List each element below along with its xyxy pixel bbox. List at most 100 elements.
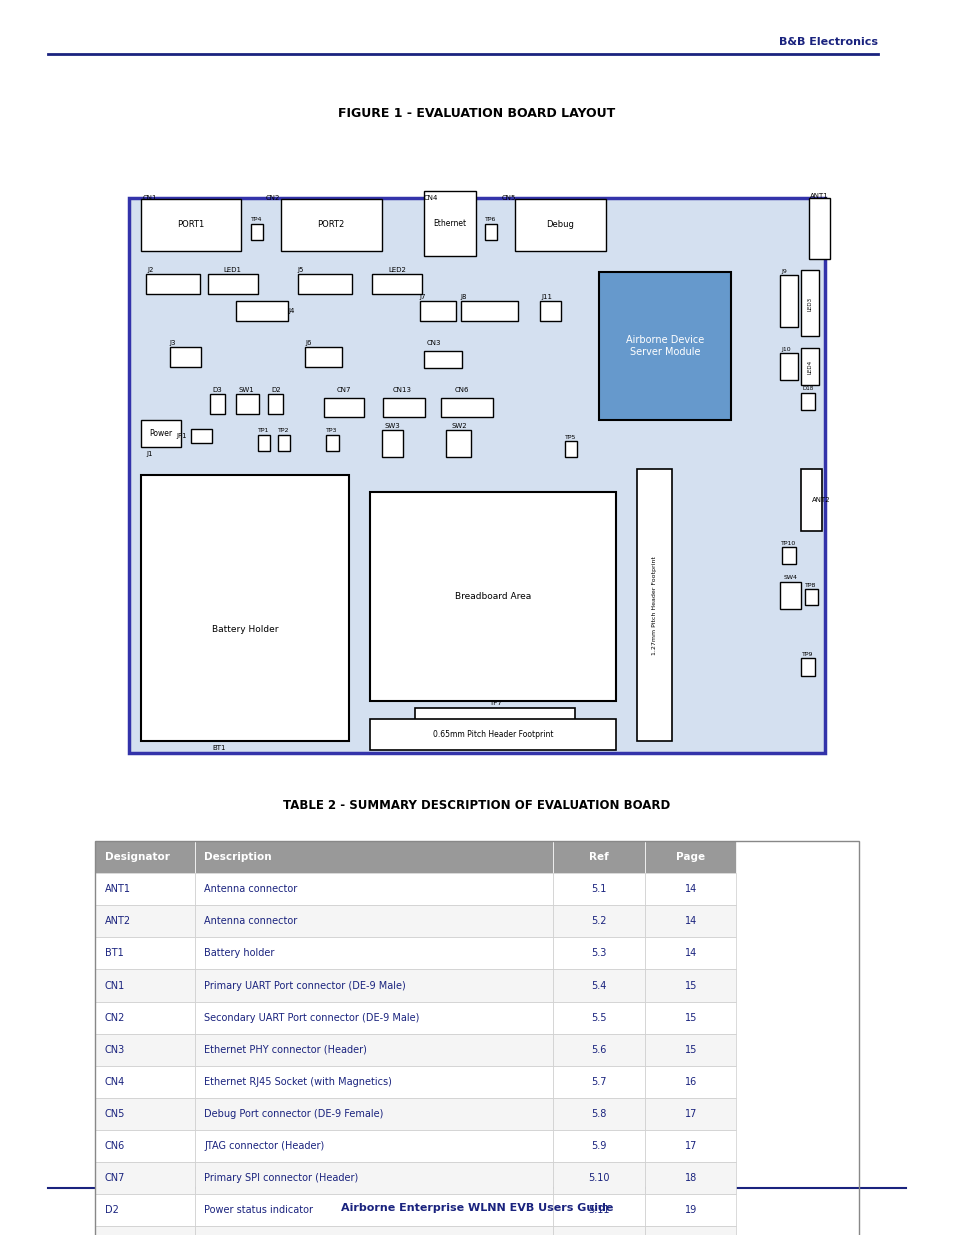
Bar	[141, 420, 181, 447]
Text: CN6: CN6	[454, 387, 469, 393]
Bar	[194, 969, 553, 1002]
Text: 5.3: 5.3	[591, 948, 606, 958]
Text: 5.6: 5.6	[591, 1045, 606, 1055]
Bar	[95, 841, 858, 1235]
Bar	[644, 969, 736, 1002]
Bar	[423, 351, 461, 368]
Text: 1.27mm Pitch Header Footprint: 1.27mm Pitch Header Footprint	[651, 556, 657, 655]
Bar	[146, 274, 200, 294]
Bar	[324, 398, 364, 417]
Text: SW2: SW2	[451, 422, 466, 429]
Text: CN7: CN7	[335, 387, 351, 393]
Bar	[370, 719, 616, 750]
Bar	[808, 198, 829, 259]
Text: TP6: TP6	[484, 217, 496, 222]
Text: 5.8: 5.8	[591, 1109, 606, 1119]
Text: Debug: Debug	[545, 220, 574, 230]
Bar	[644, 1226, 736, 1235]
Bar	[191, 429, 212, 443]
Text: 5.1: 5.1	[591, 884, 606, 894]
Text: J11: J11	[541, 294, 553, 300]
Text: ANT2: ANT2	[105, 916, 131, 926]
Bar	[208, 274, 257, 294]
Text: 5.4: 5.4	[591, 981, 606, 990]
Bar	[95, 937, 194, 969]
Text: Ref: Ref	[589, 852, 608, 862]
Bar	[372, 274, 421, 294]
Text: Battery holder: Battery holder	[204, 948, 274, 958]
Text: JTAG connector (Header): JTAG connector (Header)	[204, 1141, 324, 1151]
Text: 0.65mm Pitch Header Footprint: 0.65mm Pitch Header Footprint	[433, 730, 553, 740]
Bar	[440, 398, 493, 417]
Text: CN4: CN4	[423, 195, 437, 200]
Text: 5.9: 5.9	[591, 1141, 606, 1151]
Bar	[801, 270, 818, 336]
Bar	[194, 1226, 553, 1235]
Bar	[423, 191, 476, 256]
Text: B&B Electronics: B&B Electronics	[778, 37, 877, 47]
Text: BT1: BT1	[213, 745, 226, 751]
Text: Page: Page	[676, 852, 704, 862]
Bar	[644, 1098, 736, 1130]
Text: CN1: CN1	[143, 195, 157, 200]
Bar	[268, 394, 283, 414]
Bar	[95, 905, 194, 937]
Text: J2: J2	[148, 267, 154, 273]
Text: SW3: SW3	[384, 422, 399, 429]
Bar	[257, 435, 270, 451]
Text: 5.7: 5.7	[591, 1077, 606, 1087]
Text: PORT1: PORT1	[177, 220, 204, 230]
Text: TP9: TP9	[801, 652, 813, 657]
Bar	[644, 1162, 736, 1194]
Text: Description: Description	[204, 852, 272, 862]
Bar	[194, 1002, 553, 1034]
Bar	[235, 394, 259, 414]
Bar	[194, 873, 553, 905]
Bar	[780, 353, 797, 380]
Bar	[644, 1002, 736, 1034]
Text: D18: D18	[801, 387, 813, 391]
Text: Ethernet RJ45 Socket (with Magnetics): Ethernet RJ45 Socket (with Magnetics)	[204, 1077, 392, 1087]
Text: 14: 14	[684, 948, 696, 958]
Text: 17: 17	[684, 1141, 696, 1151]
Text: Breadboard Area: Breadboard Area	[455, 592, 531, 601]
Text: J7: J7	[419, 294, 426, 300]
Bar	[553, 1130, 644, 1162]
Bar	[95, 1194, 194, 1226]
Text: D3: D3	[213, 387, 222, 393]
Text: 5.11: 5.11	[588, 1205, 609, 1215]
Bar	[235, 301, 288, 321]
Bar	[382, 398, 424, 417]
Bar	[95, 1066, 194, 1098]
Bar	[194, 937, 553, 969]
Bar	[637, 469, 671, 741]
Bar	[553, 1034, 644, 1066]
Text: J5: J5	[297, 267, 304, 273]
Text: CN5: CN5	[105, 1109, 125, 1119]
Bar	[553, 905, 644, 937]
Text: 5.2: 5.2	[591, 916, 606, 926]
Text: 5.10: 5.10	[588, 1173, 609, 1183]
Text: Power status indicator: Power status indicator	[204, 1205, 313, 1215]
Bar	[801, 393, 814, 410]
Bar	[553, 1098, 644, 1130]
Text: Primary UART Port connector (DE-9 Male): Primary UART Port connector (DE-9 Male)	[204, 981, 405, 990]
Text: Ethernet: Ethernet	[433, 219, 465, 228]
Text: TP8: TP8	[804, 583, 816, 588]
Bar	[297, 274, 352, 294]
Bar	[210, 394, 225, 414]
Bar	[781, 547, 795, 564]
Text: D2: D2	[105, 1205, 119, 1215]
Bar	[194, 841, 553, 873]
Bar	[194, 1098, 553, 1130]
Bar	[95, 841, 194, 873]
Bar	[553, 1194, 644, 1226]
Text: J8: J8	[460, 294, 467, 300]
Bar	[381, 430, 402, 457]
Bar	[553, 1002, 644, 1034]
Text: 16: 16	[684, 1077, 696, 1087]
Text: CN2: CN2	[105, 1013, 125, 1023]
Bar	[801, 658, 814, 676]
Text: J10: J10	[781, 347, 790, 352]
Bar	[95, 969, 194, 1002]
